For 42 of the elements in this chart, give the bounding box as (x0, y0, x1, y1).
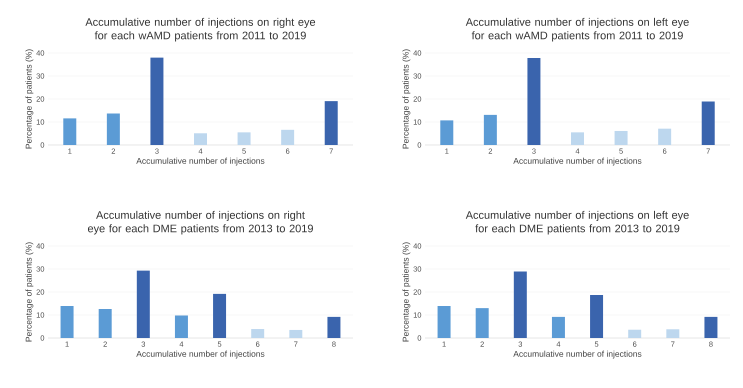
bar (60, 306, 74, 338)
bar (281, 130, 294, 145)
y-axis-title: Percentage of patients (%) (25, 49, 34, 148)
bar (527, 58, 540, 145)
chart-title: Accumulative number of injections on right eye for each wAMD patients from 2011 to 2019 (85, 18, 316, 42)
chart-title: Accumulative number of injections on left eye for each wAMD patients from 2011 to 2019 (466, 18, 689, 42)
x-axis-title: Accumulative number of injections (513, 350, 642, 359)
bar (666, 329, 680, 338)
bar (194, 133, 207, 145)
bar (150, 58, 164, 145)
x-axis-title: Accumulative number of injections (513, 158, 642, 166)
y-axis-title: Percentage of patients (%) (25, 242, 34, 342)
y-axis-title: Percentage of patients (%) (402, 49, 410, 148)
bar (63, 118, 76, 145)
bar (238, 132, 251, 145)
bar (514, 272, 527, 338)
y-axis-title: Percentage of patients (%) (402, 242, 410, 342)
bar (136, 270, 150, 338)
chart-title: Accumulative number of injections on left eye for each DME patients from 2013 to 2019 (466, 210, 689, 234)
bar (98, 309, 112, 338)
bar (702, 102, 715, 145)
bar (484, 114, 497, 145)
bar (658, 128, 672, 145)
bar (327, 316, 340, 338)
bar (174, 315, 188, 338)
bar (251, 329, 264, 338)
bar (571, 132, 584, 145)
bar (590, 294, 604, 338)
bar (213, 294, 226, 338)
bar (628, 330, 642, 338)
bar (324, 101, 338, 145)
chart-title: Accumulative number of injections on right eye for each DME patients from 2013 to 2019 (88, 210, 313, 234)
x-axis-title: Accumulative number of injections (136, 158, 264, 166)
x-axis-title: Accumulative number of injections (136, 350, 264, 359)
bar (438, 306, 451, 338)
bar (614, 130, 628, 145)
bar (476, 308, 489, 338)
bar (289, 330, 302, 338)
bar (440, 120, 454, 145)
bar (552, 316, 565, 338)
bar (106, 113, 120, 145)
bar (704, 316, 718, 338)
